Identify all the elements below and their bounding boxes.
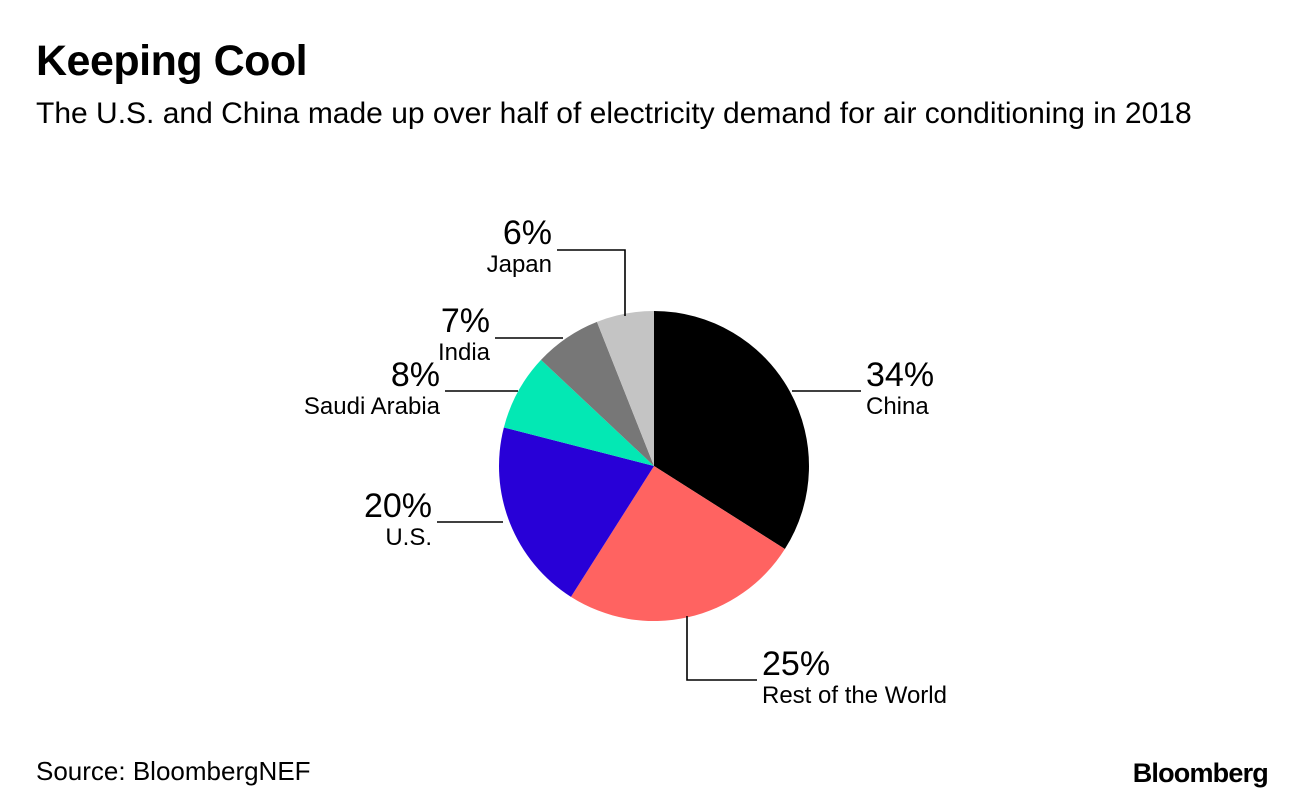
slice-name-label-u-s: U.S.	[385, 524, 432, 551]
slice-name-label-india: India	[438, 339, 491, 366]
slice-value-label-rest-of-the-world: 25%	[762, 645, 830, 683]
chart-subtitle: The U.S. and China made up over half of …	[36, 97, 1192, 130]
leader-lines	[437, 249, 861, 681]
slice-labels: 34%China 25%Rest of the World 20%U.S. 8%Sau…	[304, 214, 947, 709]
slice-value-label-saudi-arabia: 8%	[391, 356, 440, 394]
leader-line-japan	[557, 249, 626, 316]
slice-value-label-china: 34%	[866, 356, 934, 394]
slice-value-label-japan: 6%	[503, 214, 552, 252]
source-note: Source: BloombergNEF	[36, 756, 311, 786]
pie-slices	[499, 311, 809, 621]
pie-slice-u-s	[499, 427, 654, 597]
pie-slice-saudi-arabia	[503, 359, 654, 466]
pie-slice-rest-of-the-world	[570, 466, 785, 621]
pie-slice-china	[654, 311, 809, 550]
slice-name-label-rest-of-the-world: Rest of the World	[762, 682, 947, 709]
pie-slice-india	[541, 321, 654, 466]
slice-name-label-japan: Japan	[487, 251, 552, 278]
leader-line-rest-of-the-world	[686, 616, 757, 681]
slice-name-label-saudi-arabia: Saudi Arabia	[304, 393, 441, 420]
slice-value-label-india: 7%	[441, 302, 490, 340]
pie-slice-japan	[596, 311, 654, 466]
bloomberg-logo: Bloomberg	[1132, 758, 1269, 788]
slice-name-label-china: China	[866, 393, 929, 420]
slice-value-label-u-s: 20%	[364, 487, 432, 525]
chart-title: Keeping Cool	[36, 37, 308, 85]
